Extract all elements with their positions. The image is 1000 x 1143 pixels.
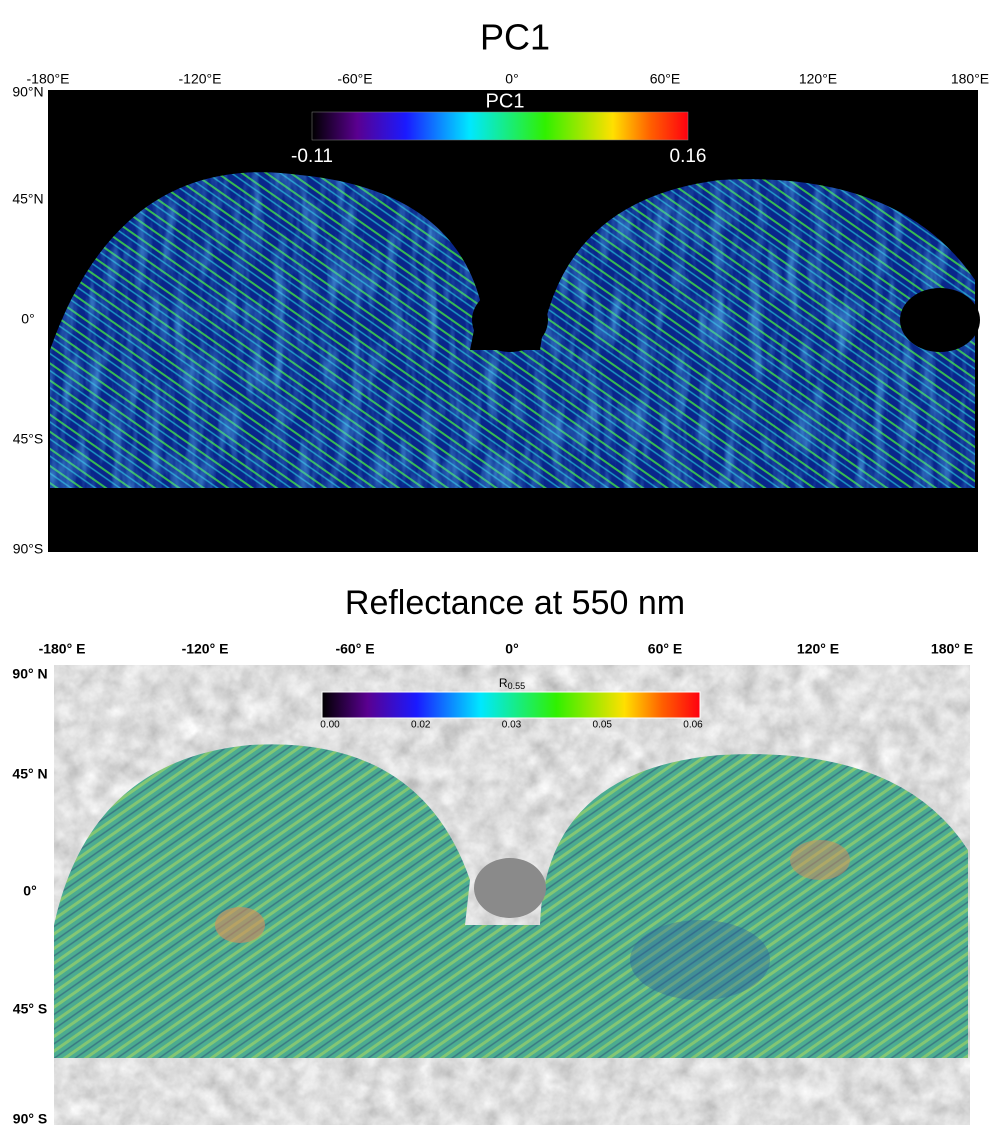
map — [48, 90, 980, 552]
colorbar-labels: 0.00 0.02 0.03 0.05 0.06 — [320, 720, 703, 731]
y-axis-label: 90° N — [12, 666, 47, 682]
colorbar-label: 0.02 — [411, 720, 431, 731]
y-axis-label: 90° S — [13, 1111, 47, 1127]
x-axis-label: -60° E — [335, 641, 374, 657]
colorbar-label: 0.00 — [320, 720, 340, 731]
x-axis-labels: -180°E -120°E -60°E 0° 60°E 120°E 180°E — [27, 71, 990, 87]
colorbar-subscript: 0.55 — [508, 681, 526, 691]
colorbar-label: 0.06 — [683, 720, 703, 731]
colorbar: PC1 -0.11 0.16 — [291, 90, 706, 167]
x-axis-label: -60°E — [337, 71, 372, 87]
panel-title: Reflectance at 550 nm — [345, 584, 685, 622]
x-axis-label: 0° — [505, 641, 518, 657]
y-axis-label: 0° — [21, 311, 34, 327]
x-axis-label: 120° E — [797, 641, 839, 657]
colorbar-title: R0.55 — [499, 676, 525, 691]
colorbar-label: 0.16 — [670, 146, 707, 167]
y-axis-labels: 90° N 45° N 0° 45° S 90° S — [12, 666, 47, 1127]
y-axis-label: 90°N — [12, 84, 43, 100]
x-axis-label: 180°E — [951, 71, 989, 87]
colorbar: R0.55 0.00 0.02 0.03 0.05 0.06 — [320, 676, 703, 730]
colorbar-label: 0.03 — [502, 720, 522, 731]
x-axis-label: 180° E — [931, 641, 973, 657]
x-axis-label: -180°E — [27, 71, 70, 87]
colorbar-label: 0.05 — [593, 720, 613, 731]
x-axis-label: -180° E — [39, 641, 86, 657]
colorbar-title: PC1 — [486, 90, 525, 112]
map — [54, 665, 970, 1125]
y-axis-labels: 90°N 45°N 0° 45°S 90°S — [12, 84, 43, 557]
y-axis-label: 45° N — [12, 766, 47, 782]
y-axis-label: 45°N — [12, 191, 43, 207]
x-axis-label: -120° E — [182, 641, 229, 657]
x-axis-label: 120°E — [799, 71, 837, 87]
x-axis-label: 60° E — [648, 641, 682, 657]
y-axis-label: 90°S — [13, 541, 44, 557]
colorbar-symbol: R — [499, 676, 508, 690]
x-axis-label: -120°E — [179, 71, 222, 87]
x-axis-label: 0° — [505, 71, 518, 87]
colorbar-label: -0.11 — [291, 146, 333, 167]
panel-title: PC1 — [480, 17, 550, 58]
x-axis-label: 60°E — [650, 71, 681, 87]
y-axis-label: 45°S — [13, 431, 44, 447]
y-axis-label: 0° — [23, 883, 36, 899]
x-axis-labels: -180° E -120° E -60° E 0° 60° E 120° E 180° E — [39, 641, 974, 657]
y-axis-label: 45° S — [13, 1001, 47, 1017]
